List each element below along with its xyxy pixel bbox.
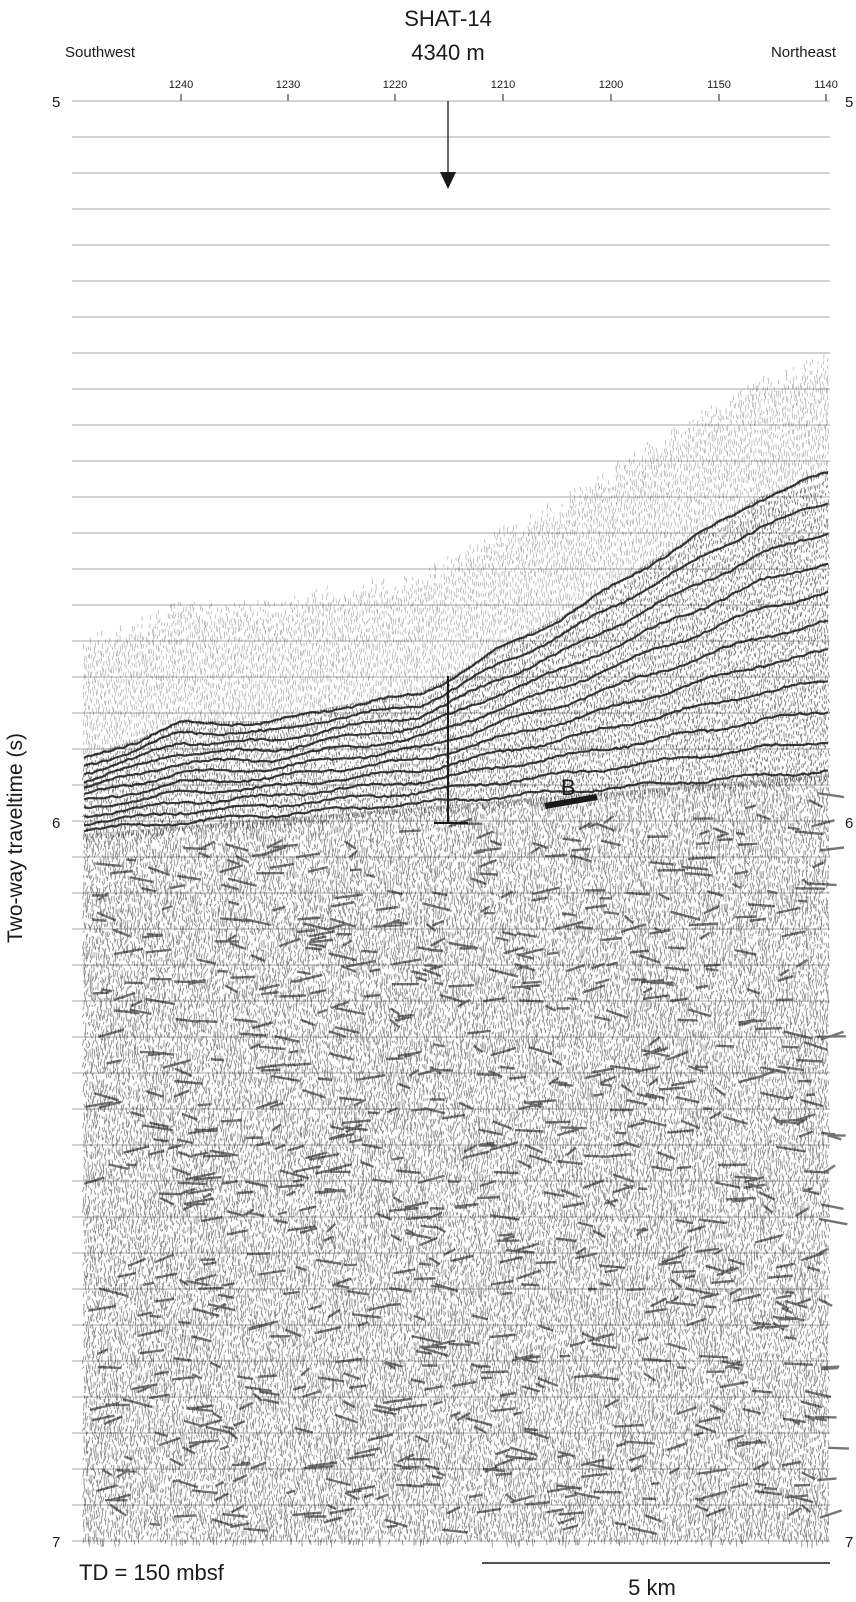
cdp-tick-1240: 1240: [169, 79, 193, 91]
water-depth: 4340 m: [411, 40, 484, 65]
direction-left-label: Southwest: [65, 44, 136, 61]
reflector-b-label: B: [561, 775, 576, 800]
time-label-middle-right: 6: [845, 815, 853, 832]
basement-noise: [81, 774, 849, 1549]
borehole-t-icon: [434, 676, 468, 824]
reflector-b-marker: [544, 794, 598, 809]
y-axis-label: Two-way traveltime (s): [4, 733, 27, 943]
direction-right-label: Northeast: [771, 44, 837, 61]
time-label-top-left: 5: [52, 94, 60, 111]
time-label-top-right: 5: [845, 94, 853, 111]
sediment-reflectors: [82, 470, 830, 843]
water-column-noise: [82, 353, 829, 756]
cdp-tick-1150: 1150: [707, 79, 731, 91]
seismic-section: [72, 100, 849, 1549]
cdp-tick-1220: 1220: [383, 79, 407, 91]
site-title: SHAT-14: [404, 6, 492, 31]
cdp-tick-1200: 1200: [599, 79, 623, 91]
time-label-middle-left: 6: [52, 815, 60, 832]
cdp-tick-1230: 1230: [276, 79, 300, 91]
scale-bar-label: 5 km: [628, 1575, 676, 1600]
cdp-tick-1140: 1140: [814, 79, 838, 91]
time-label-bottom-left: 7: [52, 1534, 60, 1551]
cdp-tick-1210: 1210: [491, 79, 515, 91]
down-arrow-icon: [440, 101, 456, 189]
cdp-tick-marks: [180, 94, 827, 101]
time-label-bottom-right: 7: [845, 1534, 853, 1551]
total-depth-label: TD = 150 mbsf: [79, 1560, 225, 1585]
